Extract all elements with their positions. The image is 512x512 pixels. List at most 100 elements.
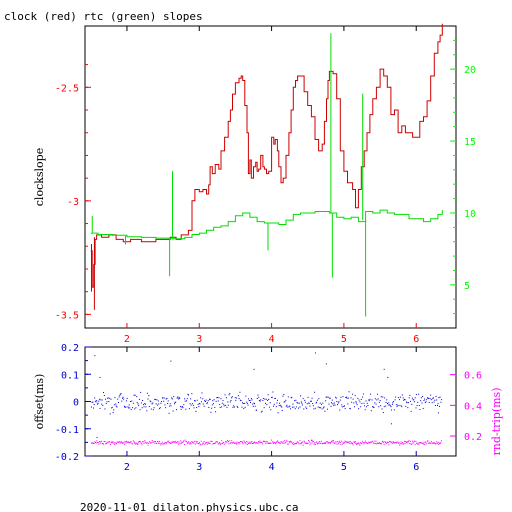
round-trip-point [418, 443, 420, 445]
offset-point [206, 403, 208, 405]
round-trip-point [343, 442, 345, 444]
offset-point [193, 407, 195, 409]
offset-point [341, 404, 343, 406]
round-trip-point [331, 440, 333, 442]
offset-point [222, 400, 224, 402]
round-trip-point [244, 441, 246, 443]
round-trip-point [94, 441, 96, 443]
round-trip-point [247, 442, 249, 444]
round-trip-point [397, 442, 399, 444]
round-trip-point [178, 441, 180, 443]
round-trip-point [348, 441, 350, 443]
round-trip-point [236, 441, 238, 443]
offset-point [329, 397, 331, 399]
round-trip-point [153, 440, 155, 442]
offset-point [274, 397, 276, 399]
round-trip-point [274, 442, 276, 444]
round-trip-point [104, 440, 106, 442]
offset-point [352, 393, 354, 395]
round-trip-point [302, 444, 304, 446]
round-trip-point [115, 443, 117, 445]
offset-point [176, 409, 178, 411]
round-trip-point [401, 443, 403, 445]
round-trip-point [285, 440, 287, 442]
offset-point [231, 397, 233, 399]
round-trip-point [206, 441, 208, 443]
round-trip-point [221, 440, 223, 442]
round-trip-point [396, 441, 398, 443]
offset-point [380, 396, 382, 398]
offset-point [319, 402, 321, 404]
round-trip-point [102, 443, 104, 445]
offset-point [391, 409, 393, 411]
offset-point [100, 399, 102, 401]
round-trip-point [339, 441, 341, 443]
round-trip-point [304, 441, 306, 443]
round-trip-point [314, 444, 316, 446]
y2-tick-label: 0.4 [464, 401, 482, 412]
round-trip-point [123, 441, 125, 443]
offset-point [123, 398, 125, 400]
offset-point [198, 402, 200, 404]
round-trip-point [179, 443, 181, 445]
round-trip-point [351, 442, 353, 444]
round-trip-point [357, 442, 359, 444]
offset-point [201, 392, 203, 394]
offset-point [342, 396, 344, 398]
round-trip-point [313, 443, 315, 445]
round-trip-point [355, 442, 357, 444]
round-trip-point [403, 443, 405, 445]
round-trip-point [267, 441, 269, 443]
round-trip-point [434, 442, 436, 444]
offset-point [283, 401, 285, 403]
offset-point [111, 406, 113, 408]
offset-point [94, 397, 96, 399]
round-trip-point [376, 443, 378, 445]
offset-point [212, 403, 214, 405]
round-trip-point [262, 440, 264, 442]
round-trip-point [214, 442, 216, 444]
offset-point [142, 399, 144, 401]
offset-point [240, 400, 242, 402]
offset-point [349, 408, 351, 410]
round-trip-point [414, 444, 416, 446]
round-trip-point [359, 444, 361, 446]
offset-point [163, 397, 165, 399]
offset-point [214, 406, 216, 408]
offset-point [117, 402, 119, 404]
round-trip-point [320, 440, 322, 442]
round-trip-point [99, 441, 101, 443]
offset-point [301, 404, 303, 406]
offset-point [264, 398, 266, 400]
offset-point [197, 403, 199, 405]
offset-point [346, 396, 348, 398]
round-trip-point [219, 444, 221, 446]
offset-outlier [96, 436, 98, 438]
offset-point [420, 397, 422, 399]
chart-title: clock (red) rtc (green) slopes [4, 10, 203, 23]
round-trip-point [95, 441, 97, 443]
round-trip-point [227, 441, 229, 443]
round-trip-point [264, 442, 266, 444]
offset-point [284, 401, 286, 403]
offset-point [316, 399, 318, 401]
round-trip-point [246, 443, 248, 445]
round-trip-point [255, 442, 257, 444]
offset-point [248, 398, 250, 400]
round-trip-point [384, 441, 386, 443]
round-trip-point [337, 443, 339, 445]
offset-point [186, 398, 188, 400]
round-trip-point [161, 441, 163, 443]
round-trip-point [408, 440, 410, 442]
offset-point [332, 403, 334, 405]
offset-point [273, 403, 275, 405]
offset-point [228, 394, 230, 396]
offset-point [139, 409, 141, 411]
x-tick-label: 3 [196, 334, 202, 345]
offset-point [164, 404, 166, 406]
round-trip-point [237, 443, 239, 445]
offset-outlier [325, 363, 327, 365]
offset-point [106, 401, 108, 403]
round-trip-point [221, 443, 223, 445]
upper-chart: 2 3 4 5 6 -2.5 -3 -3.5 20 15 10 5 clockslope [33, 23, 476, 345]
